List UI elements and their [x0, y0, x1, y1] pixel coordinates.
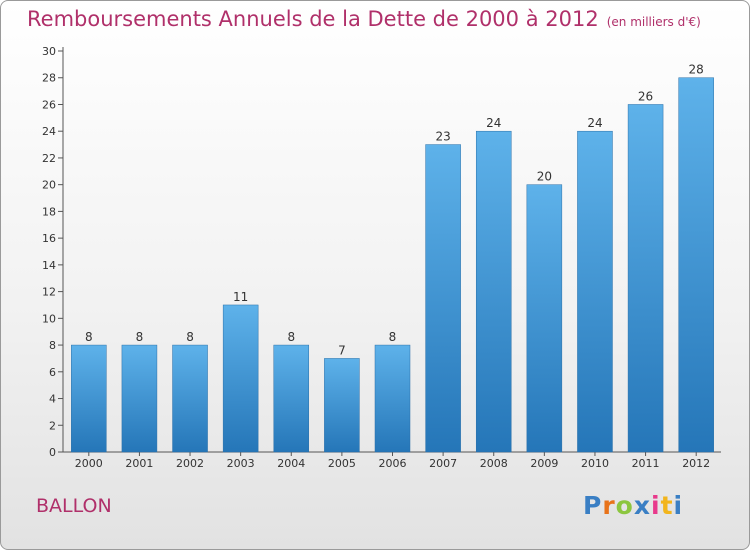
logo-letter: o	[615, 491, 634, 520]
x-tick-label: 2007	[429, 457, 457, 470]
chart-title: Remboursements Annuels de la Dette de 20…	[27, 7, 701, 31]
chart-bars	[71, 77, 714, 453]
x-tick-label: 2006	[379, 457, 407, 470]
x-tick-label: 2002	[176, 457, 204, 470]
bar-2007	[425, 144, 461, 453]
x-tick-label: 2011	[632, 457, 660, 470]
bar-2011	[627, 104, 664, 453]
bar-2012	[678, 77, 714, 453]
bar-2004	[273, 344, 310, 453]
bar-value-label: 8	[186, 330, 194, 344]
y-tick-label: 6	[49, 366, 56, 379]
bar-2006	[374, 344, 411, 453]
chart-value-labels: 8 8 8 11 8 7 8 23 24 20 24 26 28	[85, 63, 704, 358]
x-tick-label: 2001	[125, 457, 153, 470]
logo-letter: x	[633, 491, 651, 520]
bar-value-label: 20	[537, 170, 552, 184]
bar-value-label: 8	[85, 330, 93, 344]
bar-value-label: 8	[389, 330, 397, 344]
y-tick-label: 8	[49, 339, 56, 352]
x-tick-label: 2004	[277, 457, 305, 470]
y-tick-label: 14	[42, 259, 56, 272]
bar-2005	[324, 358, 360, 453]
bar-value-label: 7	[338, 343, 346, 357]
x-tick-label: 2010	[581, 457, 609, 470]
bar-2008	[475, 130, 512, 453]
bar-value-label: 28	[689, 63, 704, 77]
y-tick-label: 22	[42, 152, 56, 165]
y-tick-label: 16	[42, 232, 56, 245]
bar-2002	[172, 344, 208, 453]
x-tick-label: 2003	[227, 457, 255, 470]
y-tick-label: 2	[49, 419, 56, 432]
bar-value-label: 26	[638, 89, 653, 103]
chart-title-text: Remboursements Annuels de la Dette de 20…	[27, 7, 599, 31]
y-tick-label: 24	[42, 125, 56, 138]
bar-value-label: 8	[287, 330, 295, 344]
y-tick-label: 4	[49, 393, 56, 406]
x-tick-label: 2008	[480, 457, 508, 470]
proxiti-logo: Proxiti	[583, 491, 683, 520]
bar-value-label: 11	[233, 290, 248, 304]
logo-letter: P	[583, 491, 603, 520]
place-name: BALLON	[36, 495, 112, 517]
logo-letter: i	[651, 491, 661, 520]
bar-2010	[577, 130, 613, 453]
y-tick-label: 12	[42, 286, 56, 299]
bar-2000	[71, 344, 107, 453]
bar-value-label: 24	[486, 116, 501, 130]
y-tick-label: 28	[42, 72, 56, 85]
x-tick-label: 2005	[328, 457, 356, 470]
y-tick-label: 30	[42, 45, 56, 58]
bar-2003	[222, 304, 259, 453]
bar-2009	[526, 184, 563, 453]
logo-letter: t	[660, 491, 674, 520]
y-tick-label: 10	[42, 312, 56, 325]
x-tick-label: 2009	[530, 457, 558, 470]
x-tick-label: 2000	[75, 457, 103, 470]
bar-2001	[121, 344, 158, 453]
y-tick-label: 0	[49, 446, 56, 459]
bar-value-label: 24	[587, 116, 602, 130]
bar-value-label: 8	[136, 330, 144, 344]
x-tick-label: 2012	[682, 457, 710, 470]
bar-value-label: 23	[435, 130, 450, 144]
y-tick-label: 18	[42, 205, 56, 218]
y-tick-label: 26	[42, 98, 56, 111]
y-tick-label: 20	[42, 179, 56, 192]
logo-letter: r	[602, 491, 616, 520]
chart-subtitle: (en milliers d'€)	[606, 15, 701, 29]
logo-letter: i	[673, 491, 684, 520]
